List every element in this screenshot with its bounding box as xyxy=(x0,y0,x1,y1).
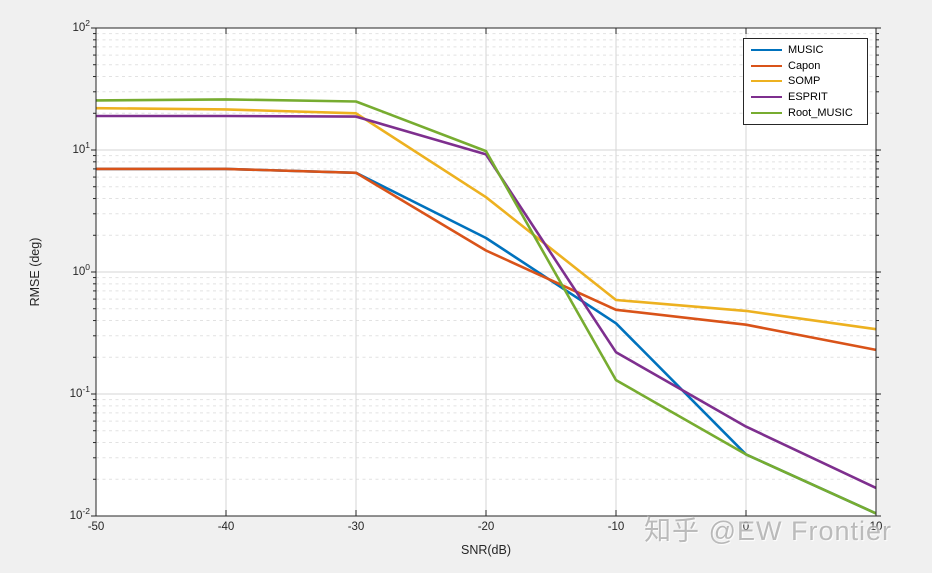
x-tick-label: -30 xyxy=(347,521,365,533)
legend-label: MUSIC xyxy=(788,43,824,56)
legend-line-sample xyxy=(751,64,782,67)
x-tick-label: -10 xyxy=(607,521,625,533)
x-tick-label: 0 xyxy=(742,521,750,533)
x-tick-label: -50 xyxy=(87,521,105,533)
legend-item-capon: Capon xyxy=(744,58,867,74)
y-tick-label: 102 xyxy=(72,18,90,34)
y-tick-label: 10-1 xyxy=(69,384,90,400)
x-tick-label: -20 xyxy=(477,521,495,533)
legend-line-sample xyxy=(751,48,782,51)
watermark: 知乎 @EW Frontier xyxy=(644,516,892,546)
legend-line-sample xyxy=(751,112,782,115)
legend-label: Capon xyxy=(788,59,821,72)
x-axis-label: SNR(dB) xyxy=(460,543,512,557)
legend-line-sample xyxy=(751,80,782,83)
series-line-esprit xyxy=(96,114,877,490)
legend-item-somp: SOMP xyxy=(744,74,867,90)
x-tick-label: -40 xyxy=(217,521,235,533)
series-group xyxy=(95,98,877,515)
legend-item-music: MUSIC xyxy=(744,42,867,58)
legend-label: ESPRIT xyxy=(788,91,828,104)
series-line-somp xyxy=(95,106,877,331)
series-line-root_music xyxy=(95,98,877,515)
legend-line-sample xyxy=(751,96,782,99)
y-tick-label: 10-2 xyxy=(69,506,90,522)
series-line-capon xyxy=(96,167,877,352)
y-axis-label: RMSE (deg) xyxy=(28,237,42,307)
legend-label: Root_MUSIC xyxy=(788,107,853,120)
legend: MUSIC Capon SOMP ESPRIT Root_MUSIC xyxy=(743,38,868,125)
legend-item-esprit: ESPRIT xyxy=(744,89,867,105)
y-tick-label: 101 xyxy=(72,140,90,156)
legend-item-root_music: Root_MUSIC xyxy=(744,105,867,121)
x-tick-label: 10 xyxy=(869,521,883,533)
legend-label: SOMP xyxy=(788,75,821,88)
y-tick-label: 100 xyxy=(72,262,90,278)
